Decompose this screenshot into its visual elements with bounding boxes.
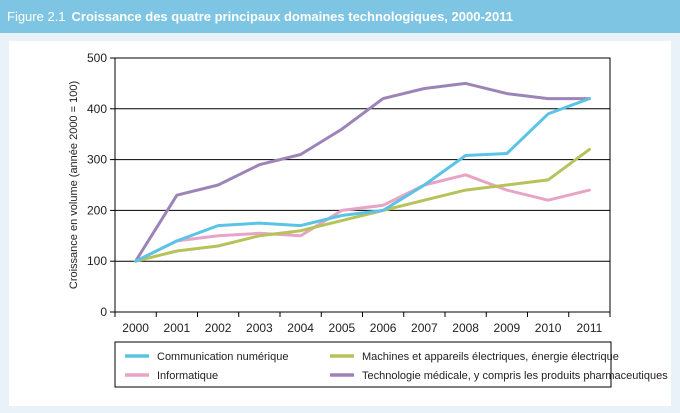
x-tick-label: 2007 <box>411 321 438 335</box>
legend-label: Communication numérique <box>157 351 288 363</box>
y-tick-label: 0 <box>100 305 107 319</box>
legend-label: Informatique <box>157 370 218 382</box>
y-tick-label: 100 <box>87 254 107 268</box>
y-tick-label: 300 <box>87 153 107 167</box>
figure-number: Figure 2.1 <box>7 9 66 24</box>
x-tick-label: 2005 <box>329 321 356 335</box>
y-tick-label: 200 <box>87 203 107 217</box>
x-tick-label: 2010 <box>535 321 562 335</box>
x-tick-label: 2000 <box>122 321 149 335</box>
x-tick-label: 2008 <box>452 321 479 335</box>
series-line <box>134 173 591 263</box>
x-tick-label: 2004 <box>287 321 314 335</box>
y-tick-label: 500 <box>87 51 107 65</box>
series-line <box>134 147 591 263</box>
figure-title: Croissance des quatre principaux domaine… <box>71 9 513 24</box>
series-line <box>134 97 591 263</box>
x-tick-label: 2006 <box>370 321 397 335</box>
x-tick-label: 2011 <box>576 321 602 335</box>
y-tick-label: 400 <box>87 102 107 116</box>
y-axis-label: Croissance en volume (année 2000 = 100) <box>68 81 80 289</box>
x-tick-label: 2003 <box>246 321 273 335</box>
series-line <box>134 81 591 263</box>
figure-header: Figure 2.1 Croissance des quatre princip… <box>0 0 680 33</box>
line-chart: 0 100 200 300 400 500 2000 2001 2002 2003 2004 2005… <box>68 51 668 388</box>
legend-box <box>114 341 612 388</box>
legend-label: Technologie médicale, y compris les prod… <box>362 370 668 382</box>
legend-label: Machines et appareils électriques, énerg… <box>362 351 619 363</box>
chart-panel: 0 100 200 300 400 500 2000 2001 2002 2003 2004 2005… <box>9 41 671 406</box>
x-tick-label: 2002 <box>205 321 232 335</box>
x-tick-label: 2009 <box>494 321 521 335</box>
x-tick-label: 2001 <box>164 321 191 335</box>
